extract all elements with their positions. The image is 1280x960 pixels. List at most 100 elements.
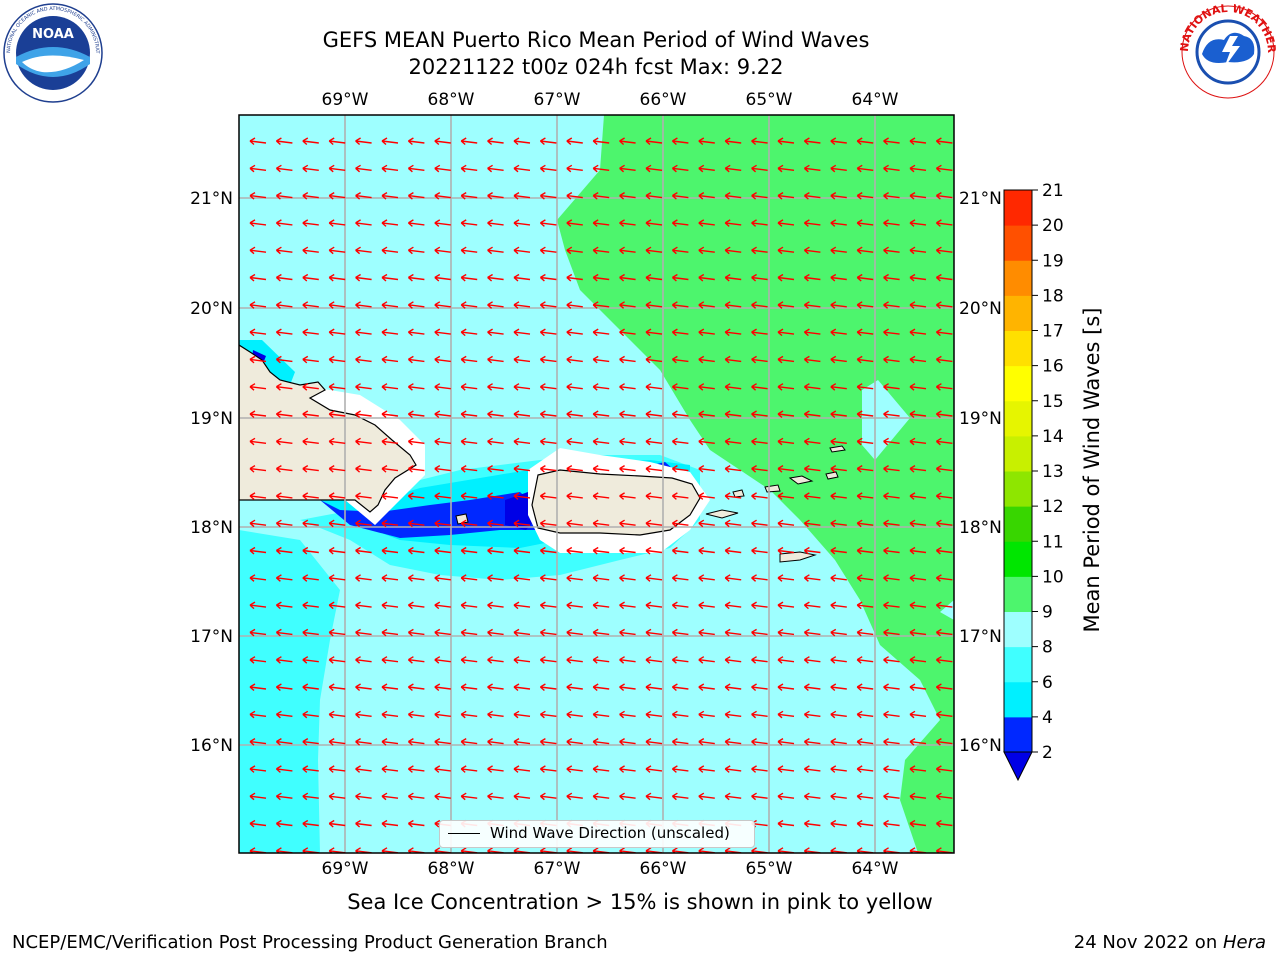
wind-wave-arrow [302, 628, 319, 637]
wind-wave-arrow [381, 710, 399, 719]
wind-wave-arrow [487, 410, 504, 419]
wind-wave-arrow [883, 219, 900, 227]
wind-wave-arrow [328, 765, 346, 773]
wind-wave-arrow [803, 792, 821, 801]
wind-wave-arrow [249, 355, 267, 364]
wind-wave-arrow [487, 546, 504, 555]
wind-wave-arrow [830, 437, 847, 446]
wind-wave-arrow [724, 628, 742, 637]
wind-wave-arrow [302, 273, 319, 282]
wind-wave-arrow [592, 301, 610, 309]
wind-wave-arrow [909, 819, 927, 828]
wind-wave-arrow [619, 656, 636, 664]
wind-wave-arrow [249, 191, 267, 200]
wind-wave-arrow [487, 574, 504, 582]
wind-wave-arrow [856, 656, 874, 664]
wind-wave-arrow [698, 246, 715, 255]
wind-wave-arrow [434, 191, 451, 200]
wind-wave-arrow [513, 219, 531, 227]
wind-wave-arrow [935, 819, 953, 828]
wind-wave-arrow [671, 164, 689, 173]
wind-wave-arrow [645, 355, 663, 364]
wind-wave-arrow [302, 601, 319, 610]
wind-wave-arrow [460, 301, 478, 309]
wind-wave-arrow [328, 737, 346, 746]
lon-label: 68°W [428, 859, 475, 879]
wind-wave-arrow [434, 792, 451, 801]
wind-wave-arrow [645, 601, 663, 610]
wind-wave-arrow [539, 437, 557, 446]
wind-wave-arrow [777, 328, 795, 337]
lon-label: 65°W [746, 90, 793, 110]
wind-wave-arrow [249, 328, 267, 337]
wind-wave-arrow [487, 464, 504, 473]
wind-wave-arrow [619, 191, 636, 200]
wind-wave-arrow [698, 328, 715, 337]
wind-wave-arrow [275, 355, 293, 364]
lat-label: 21°N [190, 189, 233, 209]
wind-wave-arrow [460, 546, 478, 555]
colorbar-tick-label: 11 [1042, 532, 1064, 552]
wind-wave-arrow [751, 601, 768, 610]
wind-wave-arrow [671, 574, 689, 582]
wind-wave-arrow [698, 628, 715, 637]
wind-wave-arrow [249, 464, 267, 473]
wind-wave-arrow [935, 191, 953, 200]
wind-wave-arrow [407, 683, 425, 692]
wind-wave-arrow [407, 710, 425, 719]
footer-date-text: 24 Nov 2022 on [1073, 932, 1223, 953]
wind-wave-arrow [751, 492, 768, 500]
wind-wave-arrow [275, 792, 293, 801]
wind-wave-arrow [460, 737, 478, 746]
wind-wave-arrow [302, 574, 319, 582]
wind-wave-arrow [592, 164, 610, 173]
wind-wave-arrow [328, 410, 346, 419]
colorbar-segment [1004, 681, 1032, 718]
lon-labels-bottom: 69°W 68°W 67°W 66°W 65°W 64°W [322, 859, 899, 879]
wind-wave-arrow [539, 574, 557, 582]
colorbar-segment [1004, 471, 1032, 507]
wind-wave-arrow [539, 546, 557, 555]
wind-wave-arrow [434, 464, 451, 473]
wind-wave-arrow [935, 546, 953, 555]
wind-wave-arrow [645, 464, 663, 473]
wind-wave-arrow [698, 164, 715, 173]
wind-wave-arrow [883, 792, 900, 801]
wind-wave-arrow [803, 246, 821, 255]
wind-wave-arrow [935, 464, 953, 473]
wind-wave-arrow [275, 656, 293, 664]
wind-wave-arrow [671, 683, 689, 692]
wind-wave-arrow [249, 574, 267, 582]
wind-wave-arrow [830, 410, 847, 419]
colorbar-segment [1004, 576, 1032, 612]
wind-wave-arrow [830, 546, 847, 555]
wind-wave-arrow [566, 683, 583, 692]
wind-wave-arrow [856, 191, 874, 200]
wind-wave-arrow [883, 355, 900, 364]
wind-wave-arrow [539, 737, 557, 746]
lat-labels-left: 21°N 20°N 19°N 18°N 17°N 16°N [190, 189, 233, 756]
wind-wave-arrow [592, 656, 610, 664]
land-hispaniola [239, 344, 417, 513]
wind-wave-arrow [381, 765, 399, 773]
land-st-croix [779, 551, 817, 563]
wind-wave-arrow [698, 601, 715, 610]
wind-wave-arrow [698, 574, 715, 582]
wind-wave-arrow [407, 273, 425, 282]
wind-wave-arrow [909, 219, 927, 227]
wind-wave-arrow [407, 137, 425, 146]
wind-wave-arrow [381, 301, 399, 309]
wind-wave-arrow [645, 437, 663, 446]
wind-wave-arrow [698, 765, 715, 773]
wind-wave-arrow [619, 137, 636, 146]
wind-wave-arrow [487, 328, 504, 337]
wind-wave-arrow [592, 519, 610, 528]
wind-wave-arrow [909, 792, 927, 801]
wind-wave-arrow [407, 328, 425, 337]
wind-wave-arrow [302, 437, 319, 446]
period-field-patch [862, 380, 910, 460]
wind-wave-arrow [619, 328, 636, 337]
wind-wave-arrow [566, 137, 583, 146]
wind-wave-arrow [328, 137, 346, 146]
wind-wave-arrow [724, 737, 742, 746]
